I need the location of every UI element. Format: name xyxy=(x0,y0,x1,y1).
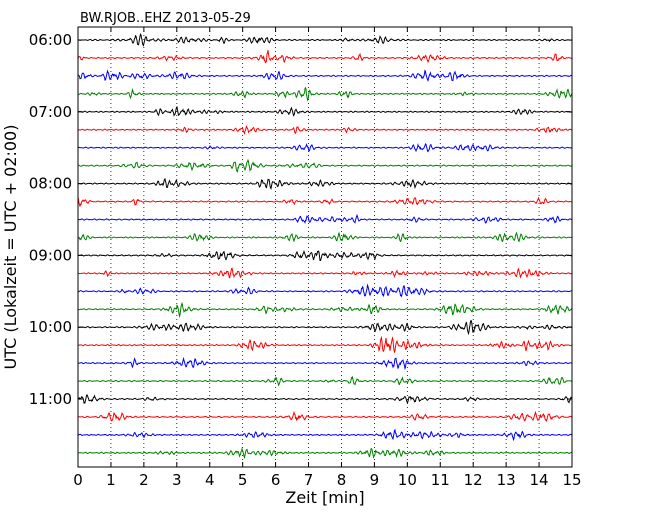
trace-0945 xyxy=(77,301,573,319)
x-tick-label: 5 xyxy=(238,471,248,489)
y-tick-label: 09:00 xyxy=(29,246,72,264)
trace-0830 xyxy=(77,214,573,225)
trace-0700 xyxy=(77,106,573,117)
y-tick-label: 10:00 xyxy=(29,318,72,336)
x-tick-label: 7 xyxy=(304,471,314,489)
trace-0600 xyxy=(77,33,573,47)
trace-1145 xyxy=(78,447,573,460)
trace-1100 xyxy=(77,393,573,405)
x-tick-label: 3 xyxy=(172,471,182,489)
y-tick-label: 08:00 xyxy=(29,175,72,193)
trace-0930 xyxy=(77,283,573,298)
x-tick-label: 8 xyxy=(337,471,347,489)
x-tick-label: 4 xyxy=(205,471,215,489)
x-tick-label: 15 xyxy=(562,471,581,489)
trace-1115 xyxy=(77,410,573,423)
x-tick-label: 6 xyxy=(271,471,281,489)
trace-1000 xyxy=(77,319,572,336)
chart-title: BW.RJOB..EHZ 2013-05-29 xyxy=(80,11,251,26)
trace-0915 xyxy=(77,267,573,279)
x-tick-label: 1 xyxy=(106,471,116,489)
seismic-traces xyxy=(77,33,573,460)
x-tick-label: 11 xyxy=(431,471,450,489)
x-tick-label: 13 xyxy=(497,471,516,489)
trace-0815 xyxy=(77,196,573,207)
x-tick-label: 10 xyxy=(398,471,417,489)
trace-1130 xyxy=(77,428,573,442)
y-tick-label: 11:00 xyxy=(29,390,72,408)
y-axis-label: UTC (Lokalzeit = UTC + 02:00) xyxy=(1,125,20,370)
trace-1045 xyxy=(77,375,573,387)
trace-0800 xyxy=(77,177,573,190)
trace-0845 xyxy=(77,231,573,243)
trace-1015 xyxy=(77,335,573,354)
y-tick-label: 07:00 xyxy=(29,103,72,121)
x-tick-label: 9 xyxy=(370,471,380,489)
trace-0615 xyxy=(77,50,573,64)
y-axis-ticks: 06:00 07:00 08:00 09:00 10:00 11:00 xyxy=(29,31,572,408)
trace-0630 xyxy=(77,69,573,82)
x-tick-label: 0 xyxy=(73,471,83,489)
plot-frame xyxy=(77,26,573,468)
x-tick-label: 2 xyxy=(139,471,149,489)
trace-0900 xyxy=(77,249,573,262)
x-tick-label: 12 xyxy=(464,471,483,489)
trace-1030 xyxy=(77,356,573,371)
x-axis-label: Zeit [min] xyxy=(285,488,364,507)
trace-0715 xyxy=(78,125,573,136)
trace-0645 xyxy=(77,86,573,102)
y-tick-label: 06:00 xyxy=(29,31,72,49)
grid-lines xyxy=(110,27,540,467)
x-tick-label: 14 xyxy=(530,471,549,489)
trace-0730 xyxy=(77,142,573,153)
x-axis-ticks: 0 1 2 3 4 5 6 7 8 9 10 11 12 13 14 15 xyxy=(73,27,582,489)
trace-0745 xyxy=(77,158,573,173)
